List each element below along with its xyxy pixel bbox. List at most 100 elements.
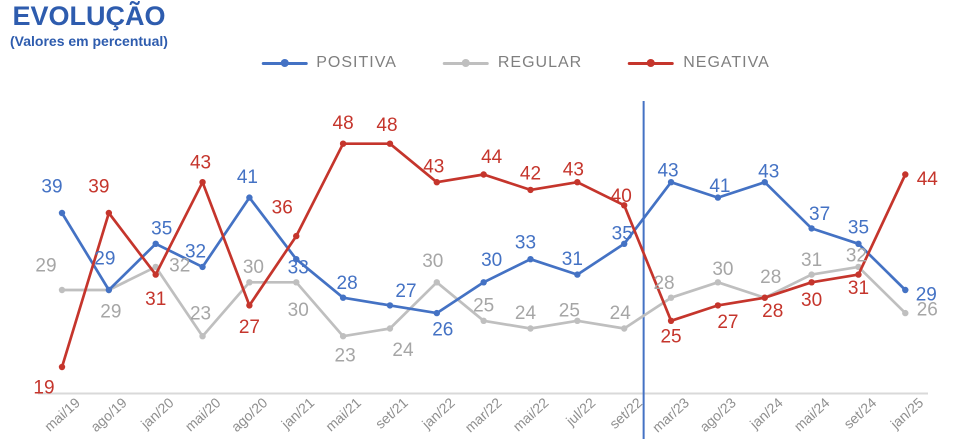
negativa-value-label: 44: [481, 147, 503, 168]
positiva-value-label: 32: [185, 241, 206, 262]
regular-value-label: 24: [515, 303, 537, 324]
positiva-data-point: [386, 302, 394, 309]
regular-data-point: [433, 279, 440, 286]
x-axis-label: ago/23: [696, 394, 739, 435]
regular-data-point: [621, 325, 628, 332]
positiva-data-point: [199, 263, 206, 271]
negativa-value-label: 25: [660, 326, 681, 347]
positiva-data-point: [293, 256, 300, 263]
positiva-data-point: [855, 240, 862, 247]
negativa-data-point: [761, 294, 768, 301]
positiva-value-label: 30: [481, 250, 502, 271]
regular-data-point: [527, 325, 534, 332]
regular-value-label: 24: [610, 303, 632, 324]
negativa-data-point: [808, 279, 815, 286]
positiva-value-label: 43: [758, 162, 779, 183]
negativa-value-label: 43: [423, 157, 444, 178]
regular-value-label: 28: [760, 267, 781, 288]
negativa-value-label: 43: [563, 160, 584, 181]
negativa-line-marker-icon: [628, 59, 675, 67]
positiva-value-label: 35: [848, 217, 869, 238]
regular-data-point: [667, 294, 675, 301]
regular-data-point: [339, 333, 347, 340]
legend-label-negativa: NEGATIVA: [683, 54, 770, 71]
regular-value-label: 23: [335, 346, 356, 367]
negativa-value-label: 31: [848, 278, 869, 299]
positiva-value-label: 41: [709, 176, 730, 197]
regular-line-marker-icon: [442, 59, 489, 67]
negativa-value-label: 48: [376, 115, 397, 136]
regular-data-point: [902, 309, 909, 317]
positiva-data-point: [433, 309, 440, 317]
x-axis-label: ago/20: [228, 394, 271, 435]
positiva-data-point: [808, 225, 815, 232]
legend-item-negativa: NEGATIVA: [628, 54, 770, 72]
negativa-data-point: [480, 171, 487, 178]
negativa-data-point: [714, 302, 722, 309]
positiva-value-label: 28: [337, 273, 358, 294]
regular-value-label: 26: [917, 300, 938, 321]
positiva-data-point: [339, 294, 347, 301]
positiva-value-label: 35: [151, 218, 172, 239]
negativa-data-point: [293, 232, 300, 240]
regular-value-label: 28: [653, 273, 674, 294]
positiva-data-point: [105, 286, 113, 294]
regular-data-point: [480, 317, 487, 324]
negativa-data-point: [855, 271, 862, 278]
negativa-value-label: 19: [33, 378, 54, 399]
positiva-data-point: [246, 194, 253, 201]
x-axis-label: mai/19: [41, 394, 83, 434]
x-axis-label: mai/21: [322, 394, 364, 434]
chart-header: EVOLUÇÃO (Valores em percentual): [10, 1, 168, 49]
regular-data-point: [246, 279, 253, 286]
negativa-data-point: [433, 179, 440, 186]
x-axis-label: ago/19: [87, 394, 130, 435]
negativa-data-point: [621, 202, 628, 209]
regular-value-label: 30: [243, 257, 264, 278]
positiva-data-point: [574, 271, 581, 278]
negativa-value-label: 39: [88, 177, 109, 198]
negativa-data-point: [58, 363, 66, 371]
negativa-value-label: 44: [917, 169, 939, 190]
regular-value-label: 29: [35, 256, 56, 277]
page-title: EVOLUÇÃO: [12, 1, 166, 31]
negativa-data-point: [386, 140, 394, 147]
negativa-data-point: [152, 271, 159, 278]
positiva-data-point: [152, 240, 159, 247]
negativa-value-label: 27: [239, 317, 260, 338]
positiva-value-label: 37: [809, 204, 830, 225]
positiva-value-label: 39: [41, 177, 62, 198]
regular-value-label: 32: [846, 245, 867, 266]
regular-value-label: 23: [190, 304, 211, 325]
positiva-value-label: 27: [395, 281, 416, 302]
regular-value-label: 24: [392, 340, 414, 361]
negativa-data-point: [339, 140, 347, 147]
legend-label-positiva: POSITIVA: [316, 54, 397, 71]
positiva-value-label: 33: [288, 258, 309, 279]
negativa-value-label: 48: [333, 113, 354, 134]
regular-data-point: [58, 286, 66, 294]
positiva-data-point: [621, 240, 628, 247]
positiva-data-point: [58, 209, 66, 217]
regular-value-label: 25: [559, 300, 580, 321]
negativa-data-point: [902, 171, 909, 178]
regular-data-point: [574, 317, 581, 324]
x-axis-label: jul/22: [562, 394, 598, 429]
x-axis-label: jan/24: [746, 394, 786, 432]
x-axis-label: mai/22: [510, 394, 552, 434]
chart-subtitle: (Valores em percentual): [10, 32, 168, 49]
negativa-data-point: [199, 179, 206, 186]
negativa-data-point: [105, 209, 113, 217]
x-axis-label: set/22: [606, 394, 645, 432]
regular-data-point: [199, 333, 206, 340]
negativa-data-point: [574, 179, 581, 186]
x-axis-label: mar/22: [462, 394, 505, 435]
positiva-value-label: 35: [612, 223, 633, 244]
regular-value-label: 25: [473, 295, 494, 316]
negativa-value-label: 30: [801, 290, 822, 311]
regular-data-point: [808, 271, 815, 278]
regular-value-label: 29: [100, 302, 121, 323]
positiva-value-label: 26: [432, 320, 453, 341]
regular-value-label: 32: [169, 255, 190, 276]
